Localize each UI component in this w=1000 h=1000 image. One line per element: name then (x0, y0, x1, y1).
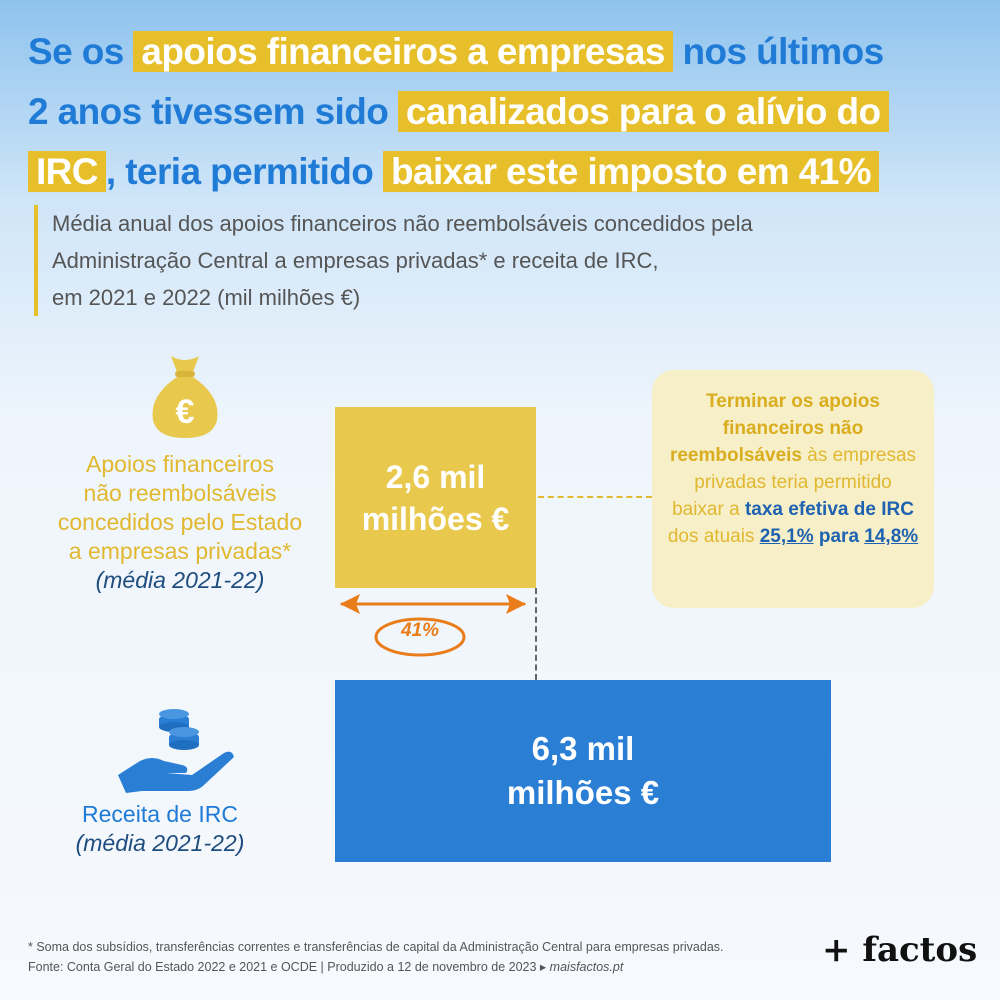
label-apoios: Apoios financeiros não reembolsáveis con… (57, 451, 303, 593)
bar-irc-value-label: 6,3 mil milhões € (506, 730, 660, 811)
headline-line-2: 2 anos tivessem sido canalizados para o … (28, 82, 978, 142)
hand-with-coins-icon (118, 709, 234, 793)
headline-line-1: Se os apoios financeiros a empresas nos … (28, 31, 884, 72)
subtitle: Média anual dos apoios financeiros não r… (34, 205, 954, 316)
brand-logo: + factos (822, 930, 978, 970)
headline-line-3: IRC, teria permitido baixar este imposto… (28, 142, 978, 202)
svg-text:€: € (176, 393, 195, 431)
bar-irc: 6,3 mil milhões € (335, 680, 831, 862)
dashed-guide-horizontal (538, 496, 652, 498)
difference-percent-label: 41% (400, 620, 440, 641)
footnote: * Soma dos subsídios, transferências cor… (28, 940, 724, 974)
bar-apoios: 2,6 mil milhões € (335, 407, 536, 588)
headline: Se os apoios financeiros a empresas nos … (28, 22, 978, 202)
euro-money-bag-icon: € (152, 356, 218, 438)
difference-arrow (340, 594, 526, 657)
callout-box: Terminar os apoios financeiros não reemb… (652, 370, 934, 608)
bar-apoios-value-label: 2,6 mil milhões € (361, 458, 510, 537)
dashed-guide-vertical (535, 588, 537, 680)
label-irc: Receita de IRC (média 2021-22) (75, 801, 245, 856)
source-site: maisfactos.pt (549, 960, 624, 974)
